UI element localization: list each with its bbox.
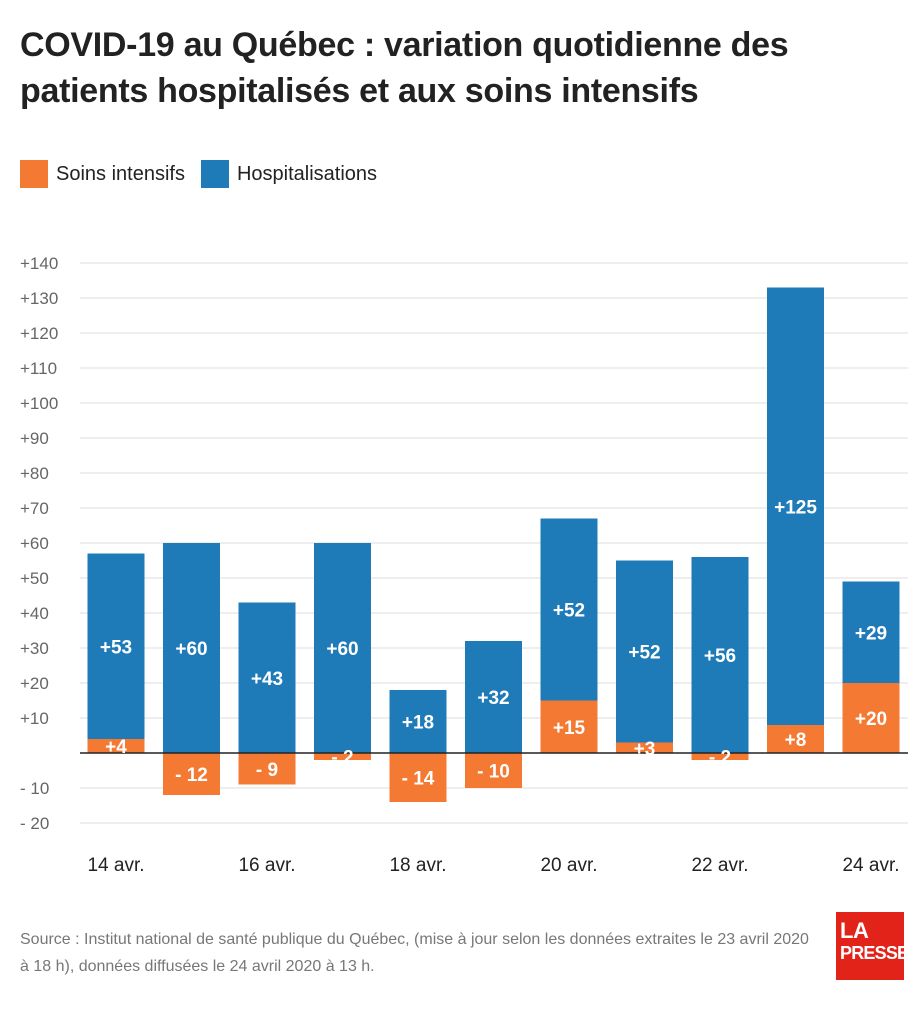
y-tick-label: +70 <box>20 499 49 518</box>
chart-title: COVID-19 au Québec : variation quotidien… <box>20 26 789 110</box>
data-label-soins-intensifs: - 10 <box>477 762 510 783</box>
data-label-soins-intensifs: - 14 <box>402 769 435 790</box>
bar-soins-intensifs <box>238 753 296 785</box>
bar-hospitalisations <box>238 602 296 753</box>
bar-hospitalisations <box>767 287 824 725</box>
data-label-hospitalisations: +52 <box>628 643 660 664</box>
bar-hospitalisations <box>314 543 371 753</box>
y-tick-label: +100 <box>20 394 58 413</box>
data-label-soins-intensifs: +4 <box>105 737 127 758</box>
bar-soins-intensifs <box>163 753 220 795</box>
bar-soins-intensifs <box>842 683 900 753</box>
data-label-soins-intensifs: - 2 <box>331 748 353 769</box>
y-tick-label: +90 <box>20 429 49 448</box>
x-tick-label: 18 avr. <box>389 855 446 876</box>
x-tick-label: 22 avr. <box>691 855 748 876</box>
data-label-hospitalisations: +125 <box>774 497 817 518</box>
logo-line-1: LA <box>840 918 869 943</box>
y-tick-label: +130 <box>20 289 58 308</box>
y-tick-label: +110 <box>20 359 57 378</box>
y-tick-label: +80 <box>20 464 49 483</box>
bar-hospitalisations <box>389 690 447 753</box>
data-label-hospitalisations: +29 <box>855 623 887 644</box>
data-label-hospitalisations: +32 <box>477 688 509 709</box>
y-tick-label: +30 <box>20 639 49 658</box>
legend: Soins intensifs Hospitalisations <box>20 160 393 188</box>
bar-hospitalisations <box>163 543 220 753</box>
y-tick-label: +10 <box>20 709 49 728</box>
y-tick-label: - 20 <box>20 814 49 833</box>
legend-swatch-soins <box>20 160 48 188</box>
bar-soins-intensifs <box>767 725 824 753</box>
x-tick-label: 20 avr. <box>540 855 597 876</box>
legend-label-soins: Soins intensifs <box>56 162 185 185</box>
bar-hospitalisations <box>616 560 673 743</box>
y-tick-label: +60 <box>20 534 49 553</box>
data-label-soins-intensifs: +3 <box>634 739 656 760</box>
la-presse-logo: LA PRESSE <box>836 912 909 980</box>
data-label-soins-intensifs: +15 <box>553 718 586 739</box>
data-label-hospitalisations: +56 <box>704 646 736 667</box>
logo-line-2: PRESSE <box>840 943 909 963</box>
legend-swatch-hosp <box>200 160 229 188</box>
y-tick-label: +140 <box>20 254 58 273</box>
bar-soins-intensifs <box>465 753 522 788</box>
data-label-soins-intensifs: +20 <box>855 709 887 730</box>
bar-soins-intensifs <box>691 753 749 760</box>
y-tick-label: +40 <box>20 604 49 623</box>
data-label-soins-intensifs: - 2 <box>709 748 731 769</box>
data-label-hospitalisations: +18 <box>402 713 434 734</box>
data-label-hospitalisations: +43 <box>251 669 283 690</box>
source-note: Source : Institut national de santé publ… <box>20 931 809 975</box>
data-label-hospitalisations: +60 <box>175 639 207 660</box>
x-tick-label: 14 avr. <box>87 855 144 876</box>
bar-soins-intensifs <box>540 700 598 753</box>
data-label-soins-intensifs: +8 <box>785 730 807 751</box>
data-label-soins-intensifs: - 9 <box>256 760 278 781</box>
x-tick-label: 16 avr. <box>238 855 295 876</box>
bar-soins-intensifs <box>87 739 145 753</box>
bar-hospitalisations <box>87 553 145 739</box>
bar-hospitalisations <box>465 641 522 753</box>
bar-hospitalisations <box>842 581 900 683</box>
bar-hospitalisations <box>691 557 749 753</box>
x-tick-label: 24 avr. <box>842 855 899 876</box>
bar-chart: - 20 - 10 +10 +20 +30 +40 +50 +60 +70 +80 +90 +100 +… <box>20 254 908 876</box>
y-tick-label: +20 <box>20 674 49 693</box>
y-tick-label: +50 <box>20 569 49 588</box>
legend-label-hosp: Hospitalisations <box>236 162 378 185</box>
data-label-hospitalisations: +53 <box>100 637 132 658</box>
legend-item-hosp: Hospitalisations <box>200 160 378 188</box>
bar-soins-intensifs <box>616 742 673 753</box>
legend-item-soins: Soins intensifs <box>20 160 185 188</box>
data-label-soins-intensifs: - 12 <box>175 765 208 786</box>
bar-soins-intensifs <box>389 753 447 802</box>
data-label-hospitalisations: +52 <box>553 601 585 622</box>
bar-hospitalisations <box>540 518 598 701</box>
y-tick-label: - 10 <box>20 779 49 798</box>
y-tick-label: +120 <box>20 324 58 343</box>
data-label-hospitalisations: +60 <box>326 639 358 660</box>
bar-soins-intensifs <box>314 753 371 760</box>
